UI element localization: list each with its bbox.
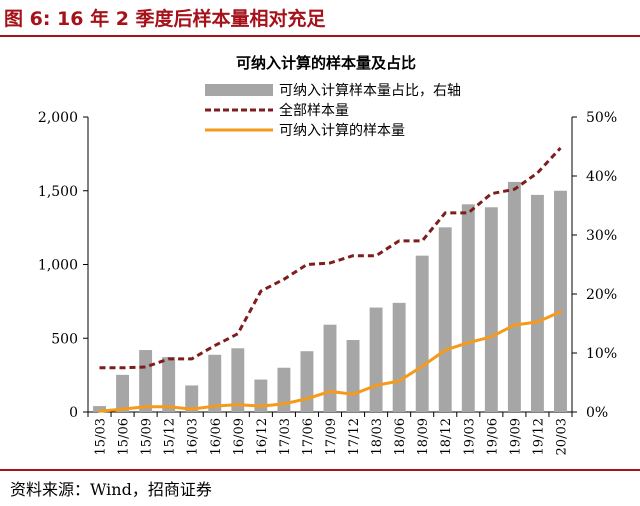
figure-title: 图 6: 16 年 2 季度后样本量相对充足 xyxy=(4,8,326,30)
x-tick-label: 15/12 xyxy=(163,418,178,455)
y-tick-label-right: 10% xyxy=(586,346,617,362)
chart: 可纳入计算的样本量及占比 可纳入计算样本量占比，右轴 全部样本量 可纳入计算的样… xyxy=(38,54,617,455)
x-tick-label: 16/09 xyxy=(232,418,247,455)
x-tick-label: 17/06 xyxy=(301,418,316,455)
y-tick-label-left: 0 xyxy=(69,405,78,421)
x-tick-label: 18/06 xyxy=(393,418,408,455)
bar-ratio xyxy=(346,340,360,412)
bar-ratio xyxy=(323,324,337,412)
bar-ratio xyxy=(554,190,567,412)
y-tick-label-left: 1,000 xyxy=(38,258,78,274)
x-tick-label: 19/06 xyxy=(485,418,500,455)
y-tick-label-right: 40% xyxy=(586,169,617,185)
bar-ratio xyxy=(300,351,314,412)
bar-ratio xyxy=(231,348,245,412)
y-tick-label-left: 500 xyxy=(51,331,78,347)
x-tick-label: 17/09 xyxy=(324,418,339,455)
x-tick-label: 16/12 xyxy=(255,418,270,455)
x-tick-label: 15/09 xyxy=(140,418,155,455)
bar-ratio xyxy=(185,385,199,412)
y-tick-label-right: 30% xyxy=(586,228,617,244)
bar-ratio xyxy=(415,255,429,412)
bar-ratio xyxy=(438,227,452,412)
x-tick-label: 18/09 xyxy=(416,418,431,455)
y-tick-label-right: 0% xyxy=(586,405,608,421)
y-tick-label-left: 1,500 xyxy=(38,184,78,200)
x-tick-label: 17/12 xyxy=(347,418,362,455)
bar-ratio xyxy=(484,207,498,412)
x-tick-label: 19/03 xyxy=(462,418,477,455)
bar-ratio xyxy=(116,374,130,412)
y-tick-label-right: 20% xyxy=(586,287,617,303)
source-note: 资料来源：Wind，招商证券 xyxy=(10,480,212,499)
bar-ratio xyxy=(208,354,222,412)
bar-ratio xyxy=(392,302,406,412)
bar-ratio xyxy=(277,367,291,412)
bar-ratio xyxy=(162,357,176,412)
y-tick-label-right: 50% xyxy=(586,110,617,126)
legend-label-total: 全部样本量 xyxy=(279,102,349,119)
bar-ratio xyxy=(254,379,268,412)
x-tick-label: 18/03 xyxy=(370,418,385,455)
legend: 可纳入计算样本量占比，右轴 全部样本量 可纳入计算的样本量 xyxy=(205,83,461,139)
x-tick-label: 15/06 xyxy=(117,418,132,455)
x-tick-label: 15/03 xyxy=(94,418,109,455)
legend-label-included: 可纳入计算的样本量 xyxy=(279,123,405,139)
x-tick-label: 18/12 xyxy=(439,418,454,455)
chart-title: 可纳入计算的样本量及占比 xyxy=(236,54,416,72)
bar-ratio xyxy=(369,307,383,412)
legend-label-bar: 可纳入计算样本量占比，右轴 xyxy=(279,83,461,99)
x-tick-label: 16/03 xyxy=(186,418,201,455)
line-total-samples xyxy=(99,146,562,370)
plot-area: 0 500 1,000 1,500 2,000 0% 10% 20% 30% 40% 50% 15/0… xyxy=(38,110,617,455)
x-tick-label: 20/03 xyxy=(554,418,569,455)
y-tick-label-left: 2,000 xyxy=(38,110,78,126)
title-rule xyxy=(0,35,640,37)
x-tick-label: 16/06 xyxy=(209,418,224,455)
bar-ratio xyxy=(461,204,475,412)
line-included-samples xyxy=(98,310,562,413)
x-tick-label: 19/09 xyxy=(508,418,523,455)
bar-ratio xyxy=(507,181,521,412)
x-tick-label: 19/12 xyxy=(531,418,546,455)
legend-swatch-bar xyxy=(205,84,273,96)
bar-ratio xyxy=(530,194,544,412)
source-rule xyxy=(0,469,640,471)
x-tick-label: 17/03 xyxy=(278,418,293,455)
bar-ratio xyxy=(93,406,106,412)
bar-ratio xyxy=(139,350,153,412)
